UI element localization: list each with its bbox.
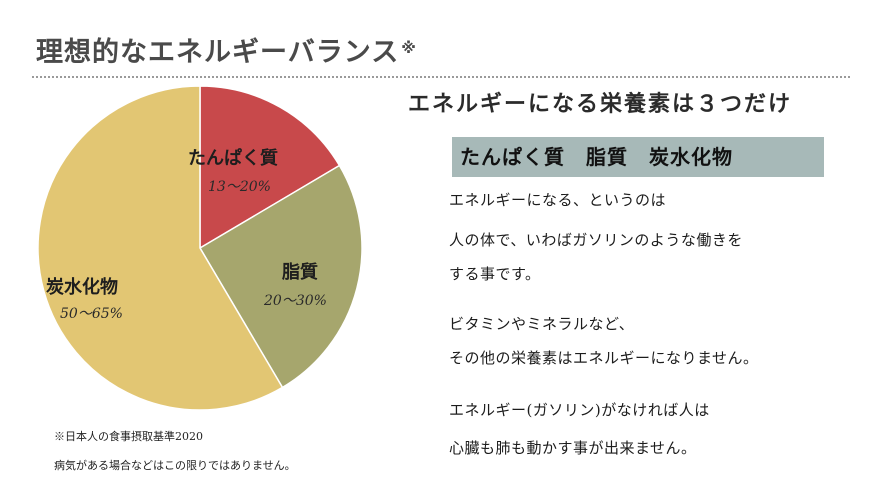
body-line: エネルギー(ガソリン)がなければ人は	[449, 401, 710, 419]
subheading: エネルギーになる栄養素は３つだけ	[408, 91, 793, 117]
title-note-mark: ※	[401, 39, 417, 57]
energy-balance-pie-chart	[37, 85, 363, 411]
slice-range-fat: 20〜30%	[264, 293, 327, 309]
pie-slice-protein	[199, 85, 341, 250]
body-line: する事です。	[449, 265, 541, 283]
body-line: エネルギーになる、というのは	[449, 191, 667, 209]
pie-slice-carbohydrate	[37, 85, 284, 411]
slice-range-carbohydrate: 50〜65%	[60, 306, 123, 322]
slice-label-fat: 脂質	[282, 262, 318, 283]
page-title: 理想的なエネルギーバランス ※	[36, 37, 417, 68]
nutrient-band: たんぱく質 脂質 炭水化物	[452, 137, 824, 177]
body-line: 心臓も肺も動かす事が出来ません。	[449, 439, 697, 457]
slice-label-protein: たんぱく質	[188, 148, 278, 169]
title-divider	[32, 76, 850, 78]
slice-range-protein: 13〜20%	[208, 179, 271, 195]
body-line: その他の栄養素はエネルギーになりません。	[449, 349, 759, 367]
body-line: ビタミンやミネラルなど、	[449, 315, 635, 333]
body-line: 人の体で、いわばガソリンのような働きを	[449, 231, 743, 249]
slice-label-carbohydrate: 炭水化物	[46, 277, 118, 298]
pie-slice-fat	[198, 164, 363, 389]
disclaimer-note: 病気がある場合などはこの限りではありません。	[54, 459, 296, 472]
source-note: ※日本人の食事摂取基準2020	[54, 430, 203, 443]
